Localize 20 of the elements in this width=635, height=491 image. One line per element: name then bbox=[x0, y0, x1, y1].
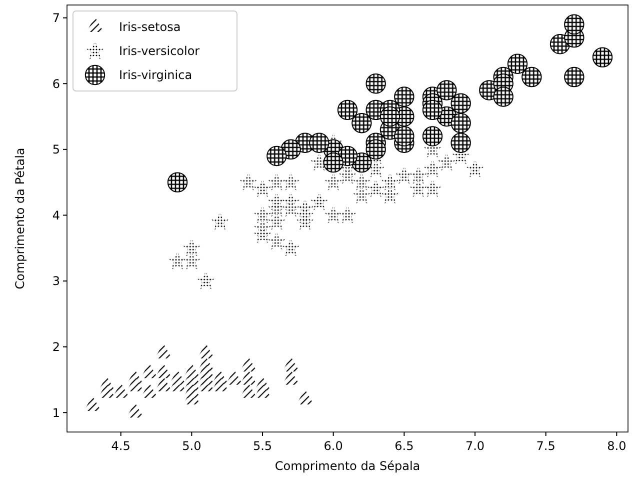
y-tick-label: 4 bbox=[52, 208, 60, 222]
x-tick-label: 7.5 bbox=[536, 439, 556, 453]
legend-label: Iris-setosa bbox=[119, 20, 181, 34]
y-axis-title: Comprimento da Pétala bbox=[13, 148, 27, 290]
y-tick-label: 1 bbox=[52, 406, 60, 420]
y-tick-label: 3 bbox=[52, 274, 60, 288]
y-tick-label: 5 bbox=[52, 142, 60, 157]
x-tick-label: 6.0 bbox=[324, 439, 343, 453]
x-tick-label: 5.0 bbox=[182, 439, 202, 453]
y-tick-label: 7 bbox=[52, 11, 60, 26]
x-tick-label: 6.5 bbox=[394, 439, 414, 453]
x-tick-label: 4.5 bbox=[111, 439, 130, 453]
y-tick-label: 2 bbox=[52, 340, 60, 354]
x-tick-label: 8.0 bbox=[607, 439, 626, 453]
x-tick-label: 5.5 bbox=[252, 439, 272, 453]
y-tick-label: 6 bbox=[52, 76, 60, 91]
legend-label: Iris-versicolor bbox=[119, 44, 200, 58]
x-axis-title: Comprimento da Sépala bbox=[274, 459, 420, 473]
legend-label: Iris-virginica bbox=[119, 68, 192, 82]
x-tick-label: 7.0 bbox=[465, 439, 485, 453]
